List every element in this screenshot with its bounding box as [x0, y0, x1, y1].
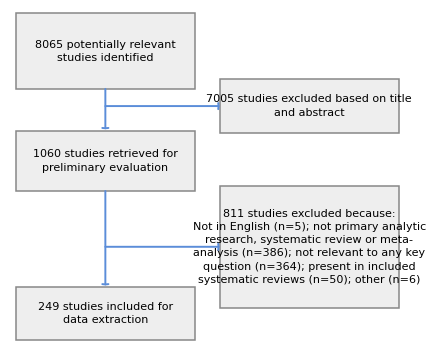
FancyBboxPatch shape — [220, 186, 399, 308]
FancyBboxPatch shape — [220, 80, 399, 133]
Text: 249 studies included for
data extraction: 249 studies included for data extraction — [38, 302, 173, 325]
FancyBboxPatch shape — [16, 13, 195, 89]
FancyBboxPatch shape — [16, 287, 195, 340]
Text: 8065 potentially relevant
studies identified: 8065 potentially relevant studies identi… — [35, 39, 176, 63]
Text: 7005 studies excluded based on title
and abstract: 7005 studies excluded based on title and… — [206, 94, 412, 118]
Text: 1060 studies retrieved for
preliminary evaluation: 1060 studies retrieved for preliminary e… — [33, 149, 178, 173]
Text: 811 studies excluded because:
Not in English (n=5); not primary analytic
researc: 811 studies excluded because: Not in Eng… — [193, 209, 426, 285]
FancyBboxPatch shape — [16, 131, 195, 191]
